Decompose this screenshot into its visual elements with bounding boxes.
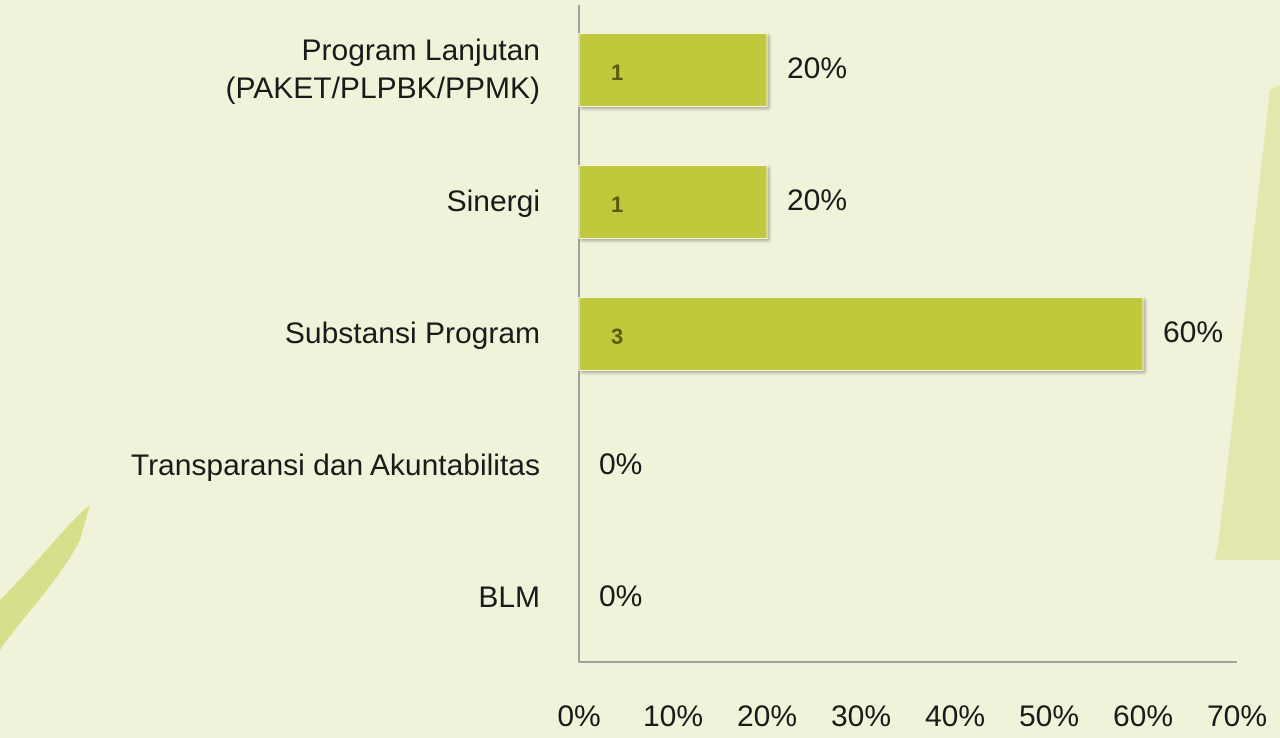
x-tick-label: 60% xyxy=(1113,700,1173,733)
count-label: 3 xyxy=(611,324,623,349)
x-tick-label: 70% xyxy=(1207,700,1267,733)
x-tick-label: 30% xyxy=(831,700,891,733)
value-label: 20% xyxy=(787,52,847,85)
x-tick-label: 40% xyxy=(925,700,985,733)
category-label: Substansi Program xyxy=(284,317,540,350)
x-tick-label: 10% xyxy=(643,700,703,733)
count-label: 1 xyxy=(611,60,623,85)
bar xyxy=(578,297,1144,371)
bar xyxy=(578,33,768,107)
category-label: Transparansi dan Akuntabilitas xyxy=(130,449,540,482)
bar xyxy=(578,165,768,239)
value-label: 0% xyxy=(599,448,642,481)
x-tick-label: 20% xyxy=(737,700,797,733)
x-tick-label: 50% xyxy=(1019,700,1079,733)
category-label: Program Lanjutan (PAKET/PLPBK/PPMK) xyxy=(225,34,540,105)
value-label: 60% xyxy=(1163,316,1223,349)
category-label: BLM xyxy=(478,581,540,614)
category-label: Sinergi xyxy=(446,185,540,218)
decoration xyxy=(0,505,90,650)
value-label: 20% xyxy=(787,184,847,217)
decoration xyxy=(1215,85,1280,560)
count-label: 1 xyxy=(611,192,623,217)
x-tick-label: 0% xyxy=(557,700,600,733)
value-label: 0% xyxy=(599,580,642,613)
